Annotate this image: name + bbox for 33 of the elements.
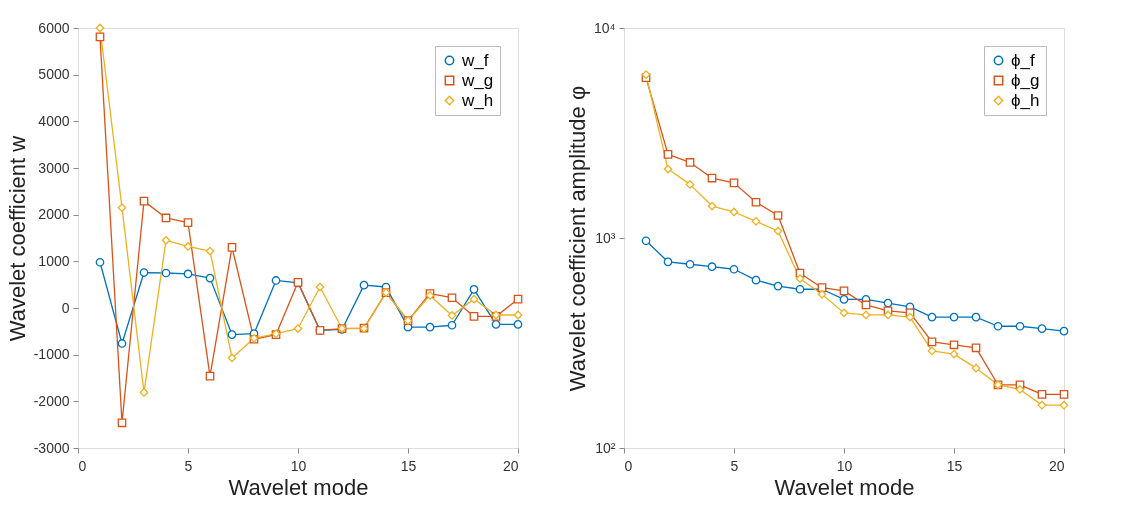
y-tick-label: 3000 <box>38 159 70 176</box>
x-axis-title: Wavelet mode <box>774 474 915 500</box>
x-tick-label: 5 <box>730 457 739 474</box>
x-tick-label: 5 <box>184 457 193 474</box>
x-tick-label: 15 <box>400 457 417 474</box>
y-tick-label: 2000 <box>38 206 70 223</box>
y-tick-label: 0 <box>61 299 70 316</box>
x-tick-label: 0 <box>78 457 87 474</box>
y-tick-label: 4000 <box>38 112 70 129</box>
y-tick-label: 10² <box>595 439 616 456</box>
x-axis-title: Wavelet mode <box>228 474 369 500</box>
y-tick-label: 6000 <box>38 19 70 36</box>
x-tick-label: 20 <box>1048 457 1065 474</box>
y-tick-label: -3000 <box>33 439 70 456</box>
x-tick-label: 15 <box>946 457 963 474</box>
y-axis-title: Wavelet coefficient amplitude φ <box>564 85 590 392</box>
y-tick-label: 1000 <box>38 252 70 269</box>
x-tick-label: 10 <box>290 457 307 474</box>
x-tick-label: 0 <box>624 457 633 474</box>
x-tick-label: 10 <box>836 457 853 474</box>
legend-label: ϕ_f <box>1011 50 1035 70</box>
y-tick-label: 10⁴ <box>593 19 616 36</box>
x-tick-label: 20 <box>502 457 519 474</box>
legend-label: w_g <box>461 70 494 90</box>
y-tick-label: 5000 <box>38 66 70 83</box>
legend-label: w_f <box>461 50 489 70</box>
y-tick-label: 10³ <box>595 229 616 246</box>
legend-label: ϕ_g <box>1011 70 1040 90</box>
y-tick-label: -1000 <box>33 346 70 363</box>
y-tick-label: -2000 <box>33 392 70 409</box>
legend-label: ϕ_h <box>1011 90 1040 110</box>
legend-label: w_h <box>461 90 494 110</box>
y-axis-title: Wavelet coefficient w <box>4 135 30 342</box>
